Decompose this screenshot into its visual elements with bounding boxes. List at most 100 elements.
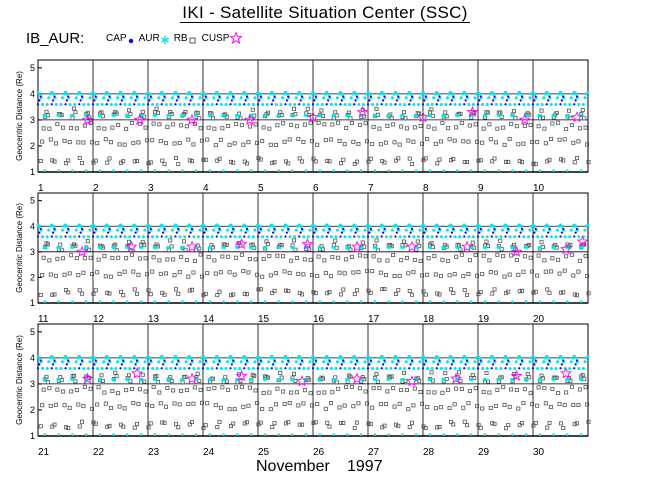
rb-point <box>336 120 341 125</box>
rb-point <box>198 252 203 257</box>
rb-point <box>561 290 566 295</box>
aur-point <box>141 103 145 107</box>
aur-point <box>263 300 267 304</box>
rb-point <box>116 391 121 396</box>
rb-point <box>270 291 275 296</box>
aur-point <box>538 300 542 304</box>
rb-point <box>102 126 107 131</box>
aur-point <box>230 356 234 360</box>
cap-point <box>259 359 262 362</box>
rb-point <box>348 374 353 379</box>
aur-point <box>210 103 214 107</box>
rb-point <box>575 421 580 426</box>
rb-point <box>540 115 545 120</box>
aur-point <box>384 235 388 239</box>
cap-point <box>149 359 152 362</box>
aur-point <box>238 235 242 239</box>
aur-point <box>71 113 75 117</box>
aur-point <box>554 235 558 239</box>
aur-point <box>555 228 559 232</box>
rb-point <box>472 375 477 380</box>
rb-point <box>440 257 445 262</box>
aur-point <box>401 433 404 436</box>
cap-point <box>270 103 273 106</box>
rb-point <box>217 289 222 294</box>
rb-point <box>435 291 440 296</box>
rb-point <box>136 140 141 145</box>
rb-point <box>583 254 588 259</box>
aur-point <box>264 113 268 117</box>
rb-point <box>189 159 194 164</box>
rb-point <box>320 247 325 252</box>
rb-point <box>401 370 406 375</box>
cap-point <box>452 227 455 230</box>
cap-point <box>452 359 455 362</box>
aur-point <box>484 113 488 117</box>
aur-point <box>418 96 422 100</box>
aur-point <box>552 169 555 172</box>
rb-point <box>542 258 547 263</box>
aur-point <box>181 377 185 381</box>
aur-point <box>38 92 42 96</box>
cusp-point <box>351 240 363 252</box>
y-axis-label: Geocentric Distance (Re) <box>15 203 24 293</box>
cusp-point <box>466 105 479 118</box>
cap-point <box>52 363 55 366</box>
rb-point <box>308 120 313 125</box>
cap-point <box>395 99 398 102</box>
rb-point <box>586 160 591 165</box>
aur-point <box>203 92 207 96</box>
aur-point <box>375 235 379 239</box>
rb-point <box>176 425 181 430</box>
rb-point <box>443 371 448 376</box>
aur-point <box>299 356 303 360</box>
rb-point <box>467 389 472 394</box>
rb-point <box>385 123 390 128</box>
rb-point <box>47 386 52 391</box>
rb-point <box>231 292 236 297</box>
aur-point <box>71 169 74 172</box>
aur-point <box>196 103 200 107</box>
cap-point <box>190 227 194 230</box>
cap-point <box>217 231 220 234</box>
aur-point <box>279 235 283 239</box>
aur-point <box>528 228 532 232</box>
rb-point <box>289 258 294 263</box>
rb-point <box>275 123 280 128</box>
rb-point <box>547 290 552 295</box>
aur-point <box>47 96 51 100</box>
rb-point <box>554 375 559 380</box>
aur-point <box>349 360 353 364</box>
aur-point <box>225 228 229 232</box>
cap-point <box>105 103 108 106</box>
cap-point <box>36 103 40 106</box>
rb-point <box>487 258 492 263</box>
aur-point <box>128 103 132 107</box>
rb-point <box>392 404 397 409</box>
cap-point <box>410 95 414 98</box>
rb-point <box>61 389 66 394</box>
rb-point <box>286 161 291 166</box>
rb-point <box>495 252 500 257</box>
rb-point <box>433 141 438 146</box>
rb-point <box>437 424 442 429</box>
cap-point <box>397 95 400 98</box>
rb-point <box>467 123 472 128</box>
rb-point <box>258 157 263 162</box>
x-tick-label: 1 <box>38 183 44 194</box>
aur-point <box>401 300 404 304</box>
rb-point <box>150 138 155 143</box>
rb-point <box>396 156 401 161</box>
cap-point <box>107 363 110 366</box>
rb-point <box>145 138 150 143</box>
cap-point <box>505 363 508 366</box>
rb-point <box>396 423 401 428</box>
rb-point <box>433 406 438 411</box>
cap-point <box>79 363 82 366</box>
rb-point <box>418 123 423 128</box>
cap-point <box>272 231 275 234</box>
rb-point <box>374 371 379 376</box>
cap-point <box>203 99 206 102</box>
rb-point <box>533 420 538 425</box>
aur-point <box>54 235 58 239</box>
